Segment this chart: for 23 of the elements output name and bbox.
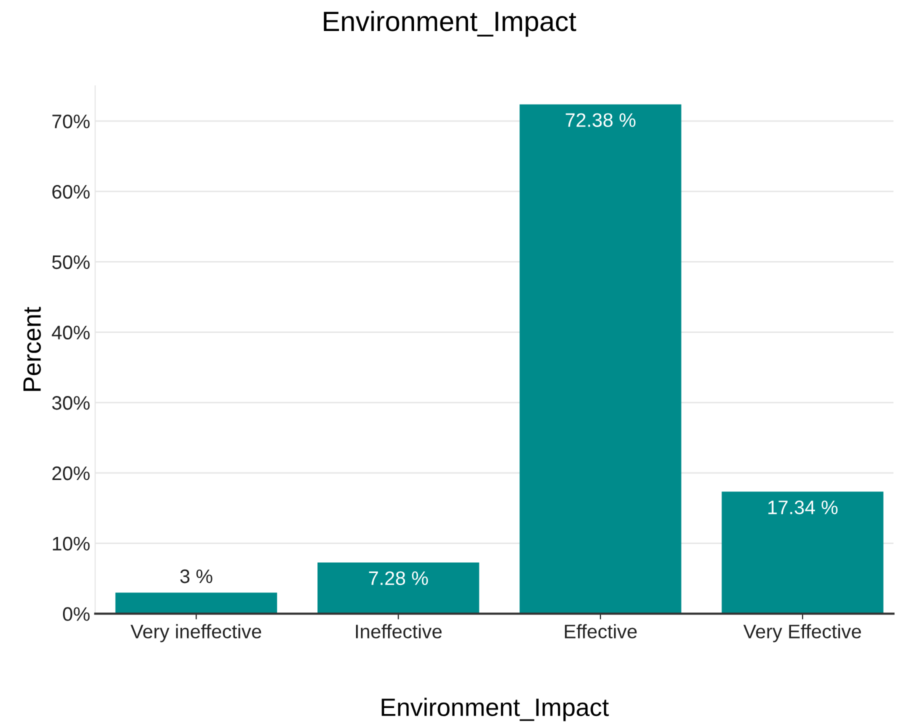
chart-title: Environment_Impact	[324, 10, 576, 37]
data-label: 17.34 %	[768, 500, 838, 514]
y-tick-label: 20%	[52, 466, 90, 480]
data-label: 72.38 %	[566, 113, 636, 127]
data-label: 7.28 %	[369, 571, 428, 586]
bar	[722, 492, 884, 614]
bar	[115, 592, 278, 614]
data-label: 3 %	[180, 569, 212, 584]
y-tick-label: 0%	[62, 607, 90, 621]
bar	[520, 104, 682, 614]
y-tick-label: 40%	[52, 326, 90, 340]
x-axis-title: Environment_Impact	[382, 698, 609, 722]
y-tick-label: 50%	[52, 255, 90, 270]
y-tick-label: 10%	[52, 536, 90, 551]
x-tick-label: Effective	[564, 624, 637, 638]
x-tick-label: Very ineffective	[130, 624, 262, 642]
y-tick-label: 70%	[52, 114, 90, 128]
y-axis-title: Percent	[23, 306, 41, 391]
x-tick-label: Very Effective	[743, 624, 861, 642]
y-tick-label: 60%	[52, 184, 90, 199]
bar	[318, 562, 480, 614]
x-tick-label: Ineffective	[356, 624, 442, 638]
y-tick-label: 30%	[52, 396, 90, 410]
